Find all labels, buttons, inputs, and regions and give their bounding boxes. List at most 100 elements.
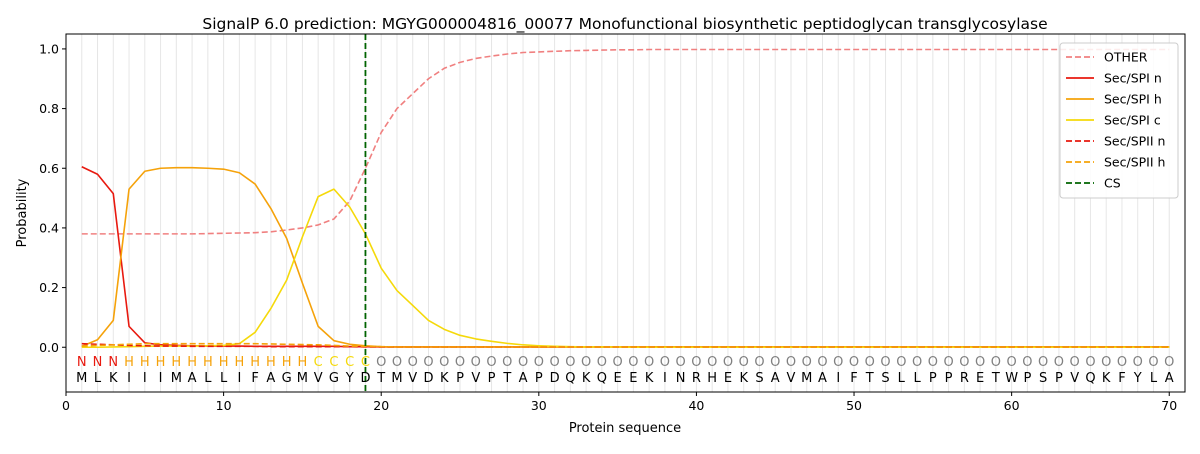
residue-letter: I <box>143 371 147 386</box>
region-label: O <box>439 355 449 370</box>
region-label: O <box>644 355 654 370</box>
chart-title: SignalP 6.0 prediction: MGYG000004816_00… <box>202 15 1047 34</box>
residue-letter: N <box>676 371 686 386</box>
residue-letter: S <box>881 371 889 386</box>
residue-letter: T <box>865 371 874 386</box>
region-label: O <box>502 355 512 370</box>
residue-letter: A <box>771 371 780 386</box>
residue-letter: D <box>550 371 560 386</box>
residue-letter: F <box>850 371 857 386</box>
region-label: O <box>628 355 638 370</box>
residue-letter: W <box>1005 371 1018 386</box>
series-line-sec-spi-h <box>81 166 1170 348</box>
region-label: O <box>1164 355 1174 370</box>
region-label: H <box>250 355 260 370</box>
region-label: O <box>880 355 890 370</box>
series-line-sec-spi-c <box>81 188 1170 349</box>
region-label: O <box>597 355 607 370</box>
y-tick-label: 0.2 <box>39 280 59 295</box>
region-label: O <box>1022 355 1032 370</box>
region-label: O <box>423 355 433 370</box>
x-tick-label: 70 <box>1161 398 1177 413</box>
legend-label: Sec/SPII h <box>1104 155 1165 170</box>
x-tick-label: 10 <box>216 398 232 413</box>
residue-letter: K <box>109 371 118 386</box>
y-tick-label: 0.4 <box>39 220 59 235</box>
region-label: H <box>298 355 308 370</box>
residue-letter: M <box>76 371 87 386</box>
residue-letter: Q <box>597 371 607 386</box>
region-label: O <box>1101 355 1111 370</box>
legend-label: Sec/SPII n <box>1104 134 1165 149</box>
region-label: O <box>408 355 418 370</box>
y-tick-label: 0.8 <box>39 101 59 116</box>
residue-letter: L <box>898 371 906 386</box>
region-label: O <box>565 355 575 370</box>
region-label: O <box>943 355 953 370</box>
region-label: O <box>723 355 733 370</box>
residue-letter: R <box>960 371 969 386</box>
region-label: O <box>991 355 1001 370</box>
residue-letter: M <box>801 371 812 386</box>
residue-letter: A <box>818 371 827 386</box>
region-label: O <box>676 355 686 370</box>
region-label: O <box>1007 355 1017 370</box>
residue-letter: E <box>614 371 622 386</box>
x-tick-label: 30 <box>531 398 547 413</box>
legend: OTHER Sec/SPI n Sec/SPI h Sec/SPI c Sec/SPII… <box>1059 42 1179 199</box>
residue-letter: I <box>663 371 667 386</box>
residue-letter: H <box>707 371 717 386</box>
region-label: O <box>707 355 717 370</box>
region-label: O <box>849 355 859 370</box>
residue-letter: P <box>945 371 953 386</box>
residue-letter: E <box>976 371 984 386</box>
y-tick-label: 1.0 <box>39 41 59 56</box>
region-label: H <box>171 355 181 370</box>
region-label: O <box>392 355 402 370</box>
residue-letter: K <box>1102 371 1111 386</box>
residue-letter: V <box>1070 371 1079 386</box>
region-label: O <box>486 355 496 370</box>
region-label: O <box>471 355 481 370</box>
series-line-sec-spi-n <box>81 166 1170 348</box>
region-label: O <box>833 355 843 370</box>
region-label: O <box>754 355 764 370</box>
residue-letter: M <box>171 371 182 386</box>
region-label: O <box>912 355 922 370</box>
legend-box <box>1059 42 1179 199</box>
region-label: O <box>1085 355 1095 370</box>
residue-letter: L <box>1150 371 1158 386</box>
residue-letter: S <box>1039 371 1047 386</box>
region-label: H <box>124 355 134 370</box>
residue-letter: K <box>739 371 748 386</box>
residue-letter: K <box>645 371 654 386</box>
series-line-other <box>81 48 1170 235</box>
region-label: N <box>93 355 103 370</box>
grid-layer <box>81 34 1170 392</box>
residue-letter: V <box>471 371 480 386</box>
residue-letter: V <box>787 371 796 386</box>
residue-letter: A <box>1165 371 1174 386</box>
residue-letter: L <box>204 371 212 386</box>
region-label: O <box>1070 355 1080 370</box>
residue-letter: I <box>127 371 131 386</box>
plot-frame <box>65 33 1186 393</box>
residue-letter: L <box>220 371 228 386</box>
region-label: O <box>581 355 591 370</box>
region-label: O <box>770 355 780 370</box>
residue-letter: M <box>391 371 402 386</box>
x-tick-label: 60 <box>1004 398 1020 413</box>
x-tick-label: 50 <box>846 398 862 413</box>
series-layer <box>81 34 1170 392</box>
region-label: O <box>1133 355 1143 370</box>
residue-letter: E <box>629 371 637 386</box>
region-label: O <box>896 355 906 370</box>
residue-letter: R <box>692 371 701 386</box>
residue-letter: F <box>1118 371 1125 386</box>
residue-letter: L <box>913 371 921 386</box>
axis-layer: 0 10 20 30 40 50 60 70 0.0 0.2 0.4 0.6 0.8 1.0 <box>39 41 1177 413</box>
region-label: O <box>786 355 796 370</box>
x-tick-label: 20 <box>373 398 389 413</box>
